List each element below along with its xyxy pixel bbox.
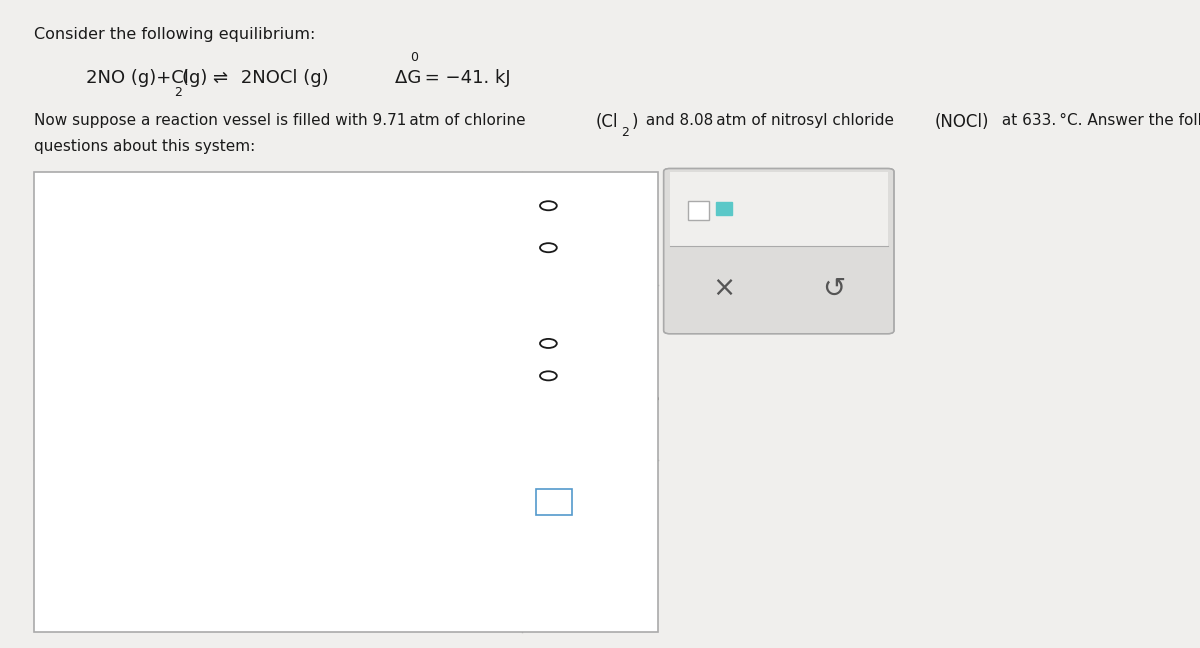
Text: questions about this system:: questions about this system: xyxy=(34,139,254,154)
Text: by adding NO? Similarly, if you said the: by adding NO? Similarly, if you said the xyxy=(283,362,562,376)
Text: Now suppose a reaction vessel is filled with 9.71 atm of chlorine: Now suppose a reaction vessel is filled … xyxy=(34,113,530,128)
Text: Round your answer to 2 significant digits.: Round your answer to 2 significant digit… xyxy=(46,537,335,551)
Text: reverse: reverse xyxy=(187,299,240,314)
Text: will tend to fall, can that be changed to a tendency to: will tend to fall, can that be changed t… xyxy=(178,393,560,407)
Text: 2: 2 xyxy=(622,126,630,139)
Text: (NOCl): (NOCl) xyxy=(935,113,989,132)
Text: rise: rise xyxy=(565,198,593,213)
Text: ×: × xyxy=(713,274,736,303)
Text: 2NOCl (g): 2NOCl (g) xyxy=(235,69,329,87)
Text: fall: fall xyxy=(252,362,274,376)
Text: no: no xyxy=(565,368,583,384)
Text: tend to rise or fall?: tend to rise or fall? xyxy=(452,213,595,228)
Text: 2: 2 xyxy=(167,404,174,414)
Text: the minimum pressure of NO needed to reverse it.: the minimum pressure of NO needed to rev… xyxy=(46,505,396,520)
Text: pressure of Cl: pressure of Cl xyxy=(46,393,142,407)
Text: 2: 2 xyxy=(442,220,449,233)
Text: ↺: ↺ xyxy=(822,274,845,303)
Text: (g): (g) xyxy=(182,69,214,87)
Text: at 633. °C. Answer the following: at 633. °C. Answer the following xyxy=(997,113,1200,128)
Text: ): ) xyxy=(631,113,637,132)
Text: this tendency by adding NO?: this tendency by adding NO? xyxy=(253,299,458,314)
Text: Is it possible to: Is it possible to xyxy=(46,299,155,314)
Text: = −41. kJ: = −41. kJ xyxy=(419,69,510,87)
Text: ⇌: ⇌ xyxy=(212,69,228,87)
Text: rise: rise xyxy=(635,393,660,407)
Text: In other words, if you said the pressure of Cl: In other words, if you said the pressure… xyxy=(46,330,353,345)
Text: If you said the tendency: If you said the tendency xyxy=(46,474,218,489)
Text: 2NO (g)+Cl: 2NO (g)+Cl xyxy=(86,69,190,87)
Text: 2: 2 xyxy=(175,86,182,98)
Text: yes: yes xyxy=(565,336,590,351)
Text: and 8.08 atm of nitrosyl chloride: and 8.08 atm of nitrosyl chloride xyxy=(641,113,899,128)
Text: Under these conditions, will the pressure of Cl: Under these conditions, will the pressur… xyxy=(46,213,384,228)
Text: Consider the following equilibrium:: Consider the following equilibrium: xyxy=(34,27,314,42)
Text: can: can xyxy=(250,474,275,489)
Text: by adding NO?: by adding NO? xyxy=(46,424,148,438)
Text: changed to a tendency to: changed to a tendency to xyxy=(46,362,229,376)
Text: ΔG: ΔG xyxy=(372,69,421,87)
Text: (Cl: (Cl xyxy=(595,113,618,132)
Text: x10: x10 xyxy=(716,186,737,196)
Text: 0: 0 xyxy=(410,51,419,64)
Text: will tend to rise, can that be: will tend to rise, can that be xyxy=(445,330,644,345)
Text: atm: atm xyxy=(582,509,610,523)
Text: fall: fall xyxy=(565,240,588,255)
Text: 2: 2 xyxy=(434,342,442,352)
Text: be reversed in the second question, calculate: be reversed in the second question, calc… xyxy=(278,474,600,489)
